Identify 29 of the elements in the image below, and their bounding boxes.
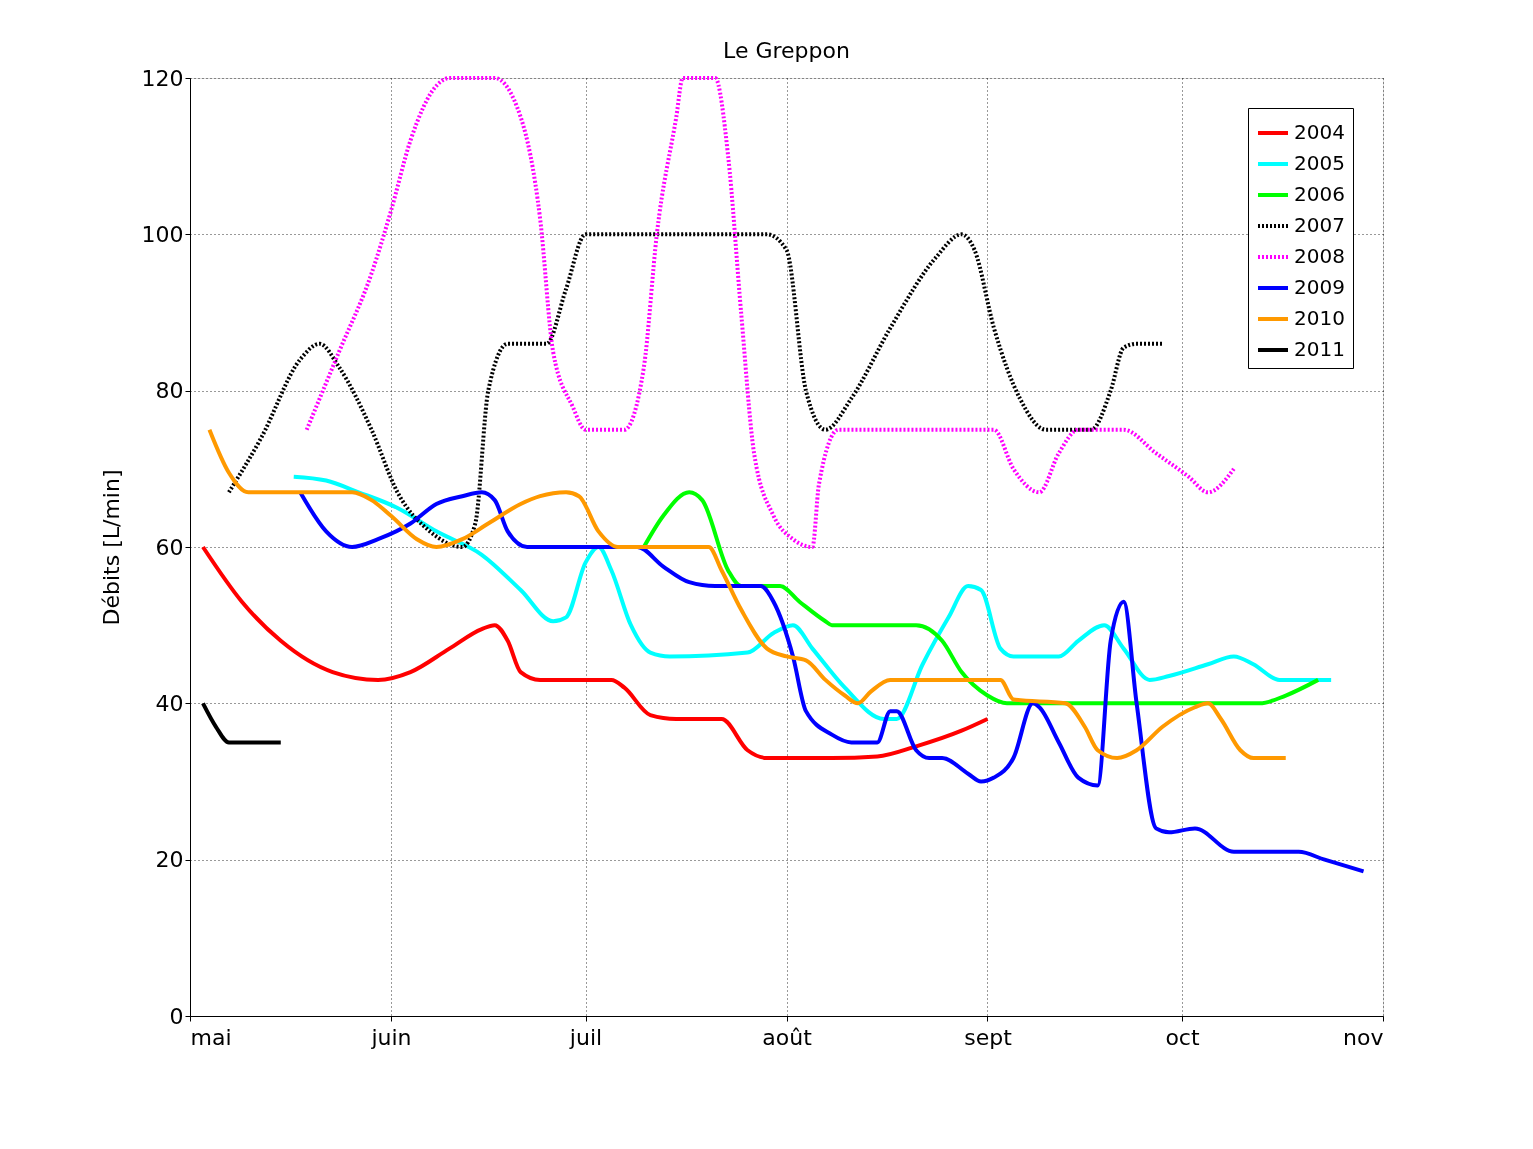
x-tick-label: juil <box>568 1024 603 1050</box>
line-series <box>298 490 1366 874</box>
y-tick-label: 40 <box>155 690 184 716</box>
legend-label: 2008 <box>1294 244 1345 268</box>
legend-label: 2009 <box>1294 275 1345 299</box>
legend-label: 2006 <box>1294 182 1345 206</box>
line-series <box>207 427 1288 761</box>
x-tick-label: juin <box>370 1024 412 1050</box>
line-series <box>200 545 990 761</box>
y-tick-label: 20 <box>155 847 184 873</box>
legend-label: 2007 <box>1294 213 1345 237</box>
legend-label: 2004 <box>1294 120 1345 144</box>
x-tick-label: sept <box>964 1024 1013 1050</box>
y-axis-title: Débits [L/min] <box>98 469 124 626</box>
chart-title: Le Greppon <box>723 38 850 63</box>
y-tick-label: 0 <box>169 1003 184 1029</box>
y-tick-label: 100 <box>141 221 184 247</box>
x-tick-label: oct <box>1165 1024 1200 1050</box>
y-tick-label: 80 <box>155 378 184 404</box>
legend-label: 2011 <box>1294 337 1345 361</box>
x-tick-label: nov <box>1343 1024 1384 1050</box>
legend-label: 2005 <box>1294 151 1345 175</box>
legend-label: 2010 <box>1294 306 1345 330</box>
line-series <box>304 76 1236 549</box>
x-tick-label: mai <box>190 1024 232 1050</box>
y-tick-label: 120 <box>141 65 184 91</box>
line-series <box>291 474 1334 721</box>
y-tick-label: 60 <box>155 534 184 560</box>
x-tick-label: août <box>762 1024 813 1050</box>
